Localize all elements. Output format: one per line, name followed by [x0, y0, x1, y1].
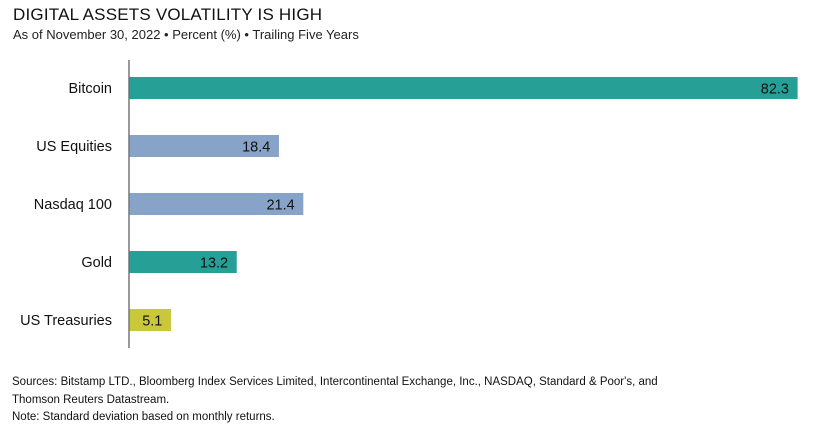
sources-line-2: Thomson Reuters Datastream.: [12, 393, 170, 406]
value-label: 82.3: [761, 82, 789, 98]
bar-gold: [129, 251, 237, 273]
bar-nasdaq-100: [129, 193, 304, 215]
value-label: 13.2: [200, 256, 228, 272]
footnotes: Sources: Bitstamp LTD., Bloomberg Index …: [12, 374, 658, 427]
category-label: Bitcoin: [68, 81, 112, 97]
bar-us-treasuries: [129, 309, 171, 331]
category-label: Nasdaq 100: [34, 197, 112, 213]
chart-title: DIGITAL ASSETS VOLATILITY IS HIGH: [13, 5, 323, 24]
value-label: 21.4: [266, 198, 294, 214]
category-label: Gold: [81, 255, 112, 271]
chart-subtitle: As of November 30, 2022 • Percent (%) • …: [13, 27, 359, 42]
note-line: Note: Standard deviation based on monthl…: [12, 411, 275, 423]
category-label: US Treasuries: [20, 313, 112, 329]
value-label: 5.1: [142, 314, 162, 330]
bar-chart: Bitcoin 82.3 US Equities 18.4 Nasdaq 100 21.4…: [20, 60, 798, 348]
bar-us-equities: [129, 135, 279, 157]
sources-line-1: Sources: Bitstamp LTD., Bloomberg Index …: [12, 376, 658, 388]
category-label: US Equities: [36, 139, 112, 155]
bar-bitcoin: [129, 77, 798, 99]
value-label: 18.4: [242, 140, 270, 156]
